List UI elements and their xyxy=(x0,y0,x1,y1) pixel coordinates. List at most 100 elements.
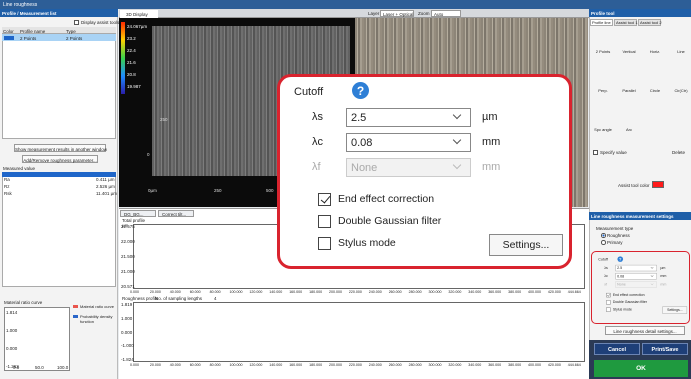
dropdown-arrow xyxy=(453,136,461,144)
dropdown[interactable]: 2.5 xyxy=(615,265,656,271)
check-mark xyxy=(320,193,330,203)
x-tick-label: 444.664 xyxy=(568,363,581,367)
x-tick-label: 0.000 xyxy=(130,363,139,367)
dropdown-arrow xyxy=(651,274,654,277)
tool-label[interactable]: Spc angle xyxy=(591,128,615,133)
dropdown[interactable]: 0.08 xyxy=(615,273,656,279)
dropdown[interactable]: 2.5 xyxy=(346,108,471,127)
x-tick-label: 140.000 xyxy=(269,363,282,367)
dropdown-arrow xyxy=(651,266,654,269)
tool-label[interactable]: Parallel xyxy=(617,89,641,94)
help-icon[interactable]: ? xyxy=(617,256,623,262)
parameter-label: λc xyxy=(312,136,323,149)
tool-label[interactable]: Delete xyxy=(672,150,685,155)
y-tick-label: -1.824 xyxy=(121,357,134,362)
x-tick-label: 420.000 xyxy=(548,363,561,367)
checkbox[interactable] xyxy=(318,193,331,206)
x-tick-label: 200.000 xyxy=(329,290,342,294)
tool-label[interactable]: Cir(Ctr) xyxy=(669,89,691,94)
checkbox-label: Specify value xyxy=(600,150,627,155)
checkbox[interactable] xyxy=(318,215,331,228)
unit-label: mm xyxy=(660,282,666,286)
dropdown[interactable]: Laser + Optical xyxy=(380,10,414,17)
color-scale-label: 24.067µm xyxy=(127,24,147,29)
tool-label[interactable]: Arc xyxy=(617,128,641,133)
check-mark xyxy=(607,293,610,296)
x-tick-label: 40.000 xyxy=(170,363,181,367)
parameter-label: λf xyxy=(604,282,607,286)
section-title: Measured value xyxy=(3,166,35,171)
radio-label: Roughness xyxy=(607,233,630,238)
button[interactable]: Add/Remove roughness parameter... xyxy=(22,155,98,163)
tool-label[interactable]: Perp. xyxy=(591,89,615,94)
radio-button[interactable] xyxy=(601,240,606,245)
list-area xyxy=(2,27,116,139)
plot-area xyxy=(133,302,585,362)
legend-swatch xyxy=(73,305,78,308)
x-tick-label: 120.000 xyxy=(249,363,262,367)
checkbox[interactable] xyxy=(606,300,610,304)
tab[interactable]: 3D Display xyxy=(120,10,158,18)
app-window: Line roughnessProfile / Measurement list… xyxy=(0,0,691,379)
color-scale-label: 23.2 xyxy=(127,36,136,41)
dropdown[interactable]: 0.08 xyxy=(346,133,471,152)
x-tick-label: 300.000 xyxy=(429,363,442,367)
radio-button[interactable] xyxy=(601,233,606,238)
checkbox[interactable] xyxy=(606,293,610,297)
panel-title: Profile tool xyxy=(591,11,615,16)
parameter-value: 0.411 µm xyxy=(96,177,114,182)
button[interactable]: Show measurement results in another wind… xyxy=(14,144,106,152)
checkbox[interactable] xyxy=(606,307,610,311)
button[interactable]: Print/Save xyxy=(642,343,688,355)
x-tick-label: 220.000 xyxy=(349,290,362,294)
y-tick-label: 20.571 xyxy=(121,284,135,289)
color-scale-label: 19.987 xyxy=(127,84,141,89)
button[interactable]: Cancel xyxy=(594,343,640,355)
tool-label[interactable]: 2 Points xyxy=(591,50,615,55)
tab[interactable]: Assist tool 1 xyxy=(614,19,637,26)
table-cell: 2 Points xyxy=(20,36,36,41)
y-tick-label: -1.000 xyxy=(121,343,134,348)
checkbox-label: Double Gaussian filter xyxy=(613,300,647,304)
checkbox[interactable] xyxy=(74,20,79,25)
button[interactable]: OK xyxy=(594,360,688,377)
tool-label[interactable]: Line xyxy=(669,50,691,55)
table-cell: 2 Points xyxy=(66,36,82,41)
unit-label: µm xyxy=(660,266,665,270)
tool-label[interactable]: Horiz. xyxy=(643,50,667,55)
y-tick-label: 21.000 xyxy=(121,269,135,274)
chart-area xyxy=(4,307,70,371)
unit-label: µm xyxy=(482,111,498,124)
x-tick-label: 100.000 xyxy=(230,363,243,367)
button[interactable]: Settings... xyxy=(489,234,563,256)
cutoff-settings: Cutoff?λs2.5µmλc0.08mmλfNonemmEnd effect… xyxy=(595,255,688,316)
dropdown: None xyxy=(615,281,656,287)
dropdown[interactable]: Auto xyxy=(431,10,461,17)
help-icon[interactable]: ? xyxy=(352,82,369,99)
tool-label[interactable]: Circle xyxy=(643,89,667,94)
tab[interactable]: Correct tilt... xyxy=(158,210,194,217)
checkbox-label: Stylus mode xyxy=(338,237,396,250)
x-tick-label: 260.000 xyxy=(389,290,402,294)
checkbox[interactable] xyxy=(593,150,598,155)
x-tick-label: 280.000 xyxy=(409,290,422,294)
chart-title: Material ratio curve xyxy=(4,300,42,305)
x-tick-label: 300.000 xyxy=(429,290,442,294)
parameter-value: 11.401 µm xyxy=(96,191,114,196)
x-tick-label: 160.000 xyxy=(289,363,302,367)
x-tick-label: 360.000 xyxy=(488,363,501,367)
button[interactable]: Settings... xyxy=(663,306,687,313)
tab[interactable]: Profile line xyxy=(590,19,613,26)
checkbox-label: Display assist tools xyxy=(81,20,119,25)
color-bar xyxy=(121,22,125,94)
tab[interactable]: Assist tool 2 xyxy=(638,19,661,26)
button[interactable]: Line roughness detail settings... xyxy=(605,326,685,335)
dropdown-value: 0.08 xyxy=(351,137,372,150)
tool-label[interactable]: Vertical xyxy=(617,50,641,55)
tab[interactable]: DG_BG... xyxy=(120,210,156,217)
checkbox-label: Double Gaussian filter xyxy=(338,215,441,228)
color-swatch[interactable] xyxy=(652,181,664,188)
y-tick-label: 0.000 xyxy=(121,330,132,335)
checkbox[interactable] xyxy=(318,237,331,250)
color-scale-label: 21.6 xyxy=(127,60,136,65)
